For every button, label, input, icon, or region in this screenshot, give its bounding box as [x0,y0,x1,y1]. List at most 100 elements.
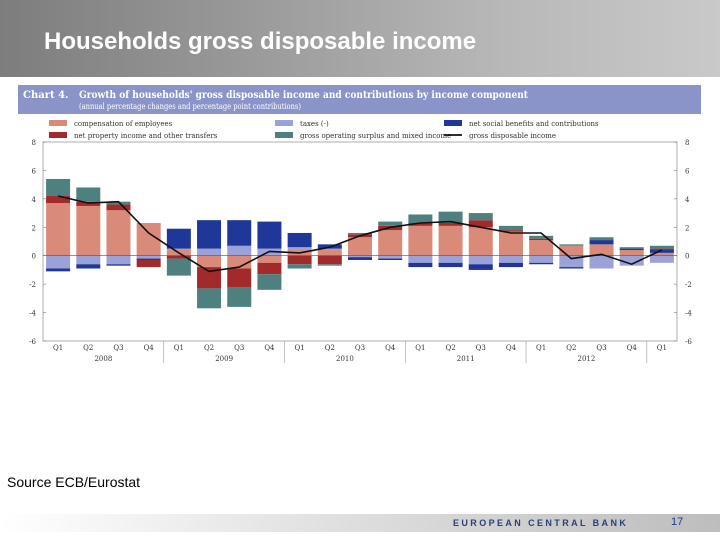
bar-segment [649,255,674,263]
y-tick-label-left: -6 [29,338,36,346]
x-year-label: 2008 [94,355,112,363]
bar-segment [287,232,312,248]
bar-segment [136,255,161,259]
y-tick-label-right: -4 [685,310,692,318]
x-tick-label: Q3 [476,344,486,352]
x-tick-label: Q4 [627,344,638,352]
chart-number-label: Chart 4. [23,90,69,101]
x-tick-label: Q2 [204,344,214,352]
x-tick-label: Q4 [385,344,396,352]
y-tick-label-left: 8 [32,139,36,147]
legend-label: compensation of employees [74,120,173,128]
bar-segment [46,268,71,272]
bar-segment [106,255,131,265]
y-tick-label-left: 4 [32,196,37,204]
bar-segment [408,223,433,226]
bar-segment [76,187,101,202]
bar-segment [408,214,433,224]
bar-segment [317,264,342,266]
y-tick-label-right: -2 [685,281,692,289]
bar-segment [559,267,584,269]
bar-segment [257,255,282,263]
bar-segment [76,255,101,265]
y-tick-label-right: 0 [685,253,689,261]
y-tick-label-right: 8 [685,139,689,147]
bar-segment [166,228,191,249]
legend-label: gross operating surplus and mixed income [300,132,451,140]
bar-segment [197,248,222,256]
bar-segment [619,250,644,256]
bar-segment [348,257,372,260]
bar-segment [197,255,222,268]
bar-segment [378,230,403,256]
bar-segment [408,255,433,263]
bar-segment [649,245,674,249]
bar-segment [529,255,554,263]
bar-segment [136,259,161,268]
y-tick-label-left: 2 [32,224,36,232]
y-tick-label-right: -6 [685,338,692,346]
bar-segment [106,201,131,205]
y-tick-label-left: -4 [29,310,36,318]
bar-segment [136,223,161,256]
bar-segment [649,252,674,256]
bar-segment [46,255,71,269]
bar-segment [348,237,372,256]
y-tick-label-left: 6 [32,167,37,175]
bar-segment [46,203,71,256]
bar-segment [559,245,584,256]
bar-segment [498,230,523,232]
legend-label: taxes (-) [300,120,329,128]
bar-segment [287,264,312,269]
bar-segment [106,264,131,266]
page-number: 17 [671,516,684,528]
y-tick-label-right: 4 [685,196,690,204]
x-tick-label: Q3 [596,344,606,352]
bar-segment [257,221,282,249]
bar-segment [227,268,252,287]
x-tick-label: Q1 [415,344,425,352]
x-tick-label: Q3 [234,344,244,352]
plot-area [42,141,678,342]
bar-segment [498,262,523,268]
bar-segment [619,247,644,249]
bar-segment [166,248,191,251]
bar-segment [76,205,101,256]
x-tick-label: Q2 [566,344,576,352]
bar-segment [46,196,71,204]
y-tick-label-left: -2 [29,281,36,289]
bar-segment [529,235,554,239]
x-tick-label: Q4 [264,344,275,352]
x-tick-label: Q1 [536,344,546,352]
x-tick-label: Q1 [657,344,667,352]
bar-segment [378,255,403,259]
bar-segment [468,227,493,256]
bar-segment [287,247,312,251]
bar-segment [287,255,312,265]
bar-segment [589,255,614,269]
bar-segment [468,213,493,221]
bar-segment [498,225,523,231]
bar-segment [106,210,131,256]
bar-segment [438,225,463,256]
bar-segment [529,238,554,241]
source-note: Source ECB/Eurostat [7,474,141,490]
x-tick-label: Q2 [325,344,335,352]
bar-segment [227,245,252,256]
bar-segment [317,255,342,265]
x-year-label: 2012 [578,355,596,363]
bar-segment [649,250,674,253]
bar-segment [619,248,644,251]
x-tick-label: Q3 [113,344,123,352]
x-tick-label: Q2 [83,344,93,352]
x-tick-label: Q4 [144,344,155,352]
bank-name: EUROPEAN CENTRAL BANK [453,518,629,528]
x-year-label: 2011 [457,355,475,363]
bar-segment [378,221,403,226]
x-tick-label: Q4 [506,344,517,352]
bar-segment [438,255,463,263]
bar-segment [468,255,493,265]
y-tick-label-right: 6 [685,167,690,175]
bar-segment [559,255,584,268]
